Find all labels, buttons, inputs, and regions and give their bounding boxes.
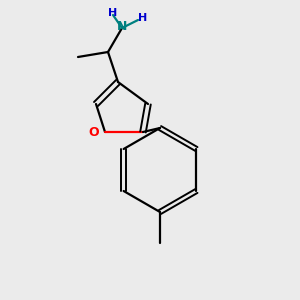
- Text: O: O: [89, 125, 99, 139]
- Text: H: H: [138, 13, 148, 23]
- Text: N: N: [117, 20, 127, 32]
- Text: H: H: [108, 8, 118, 18]
